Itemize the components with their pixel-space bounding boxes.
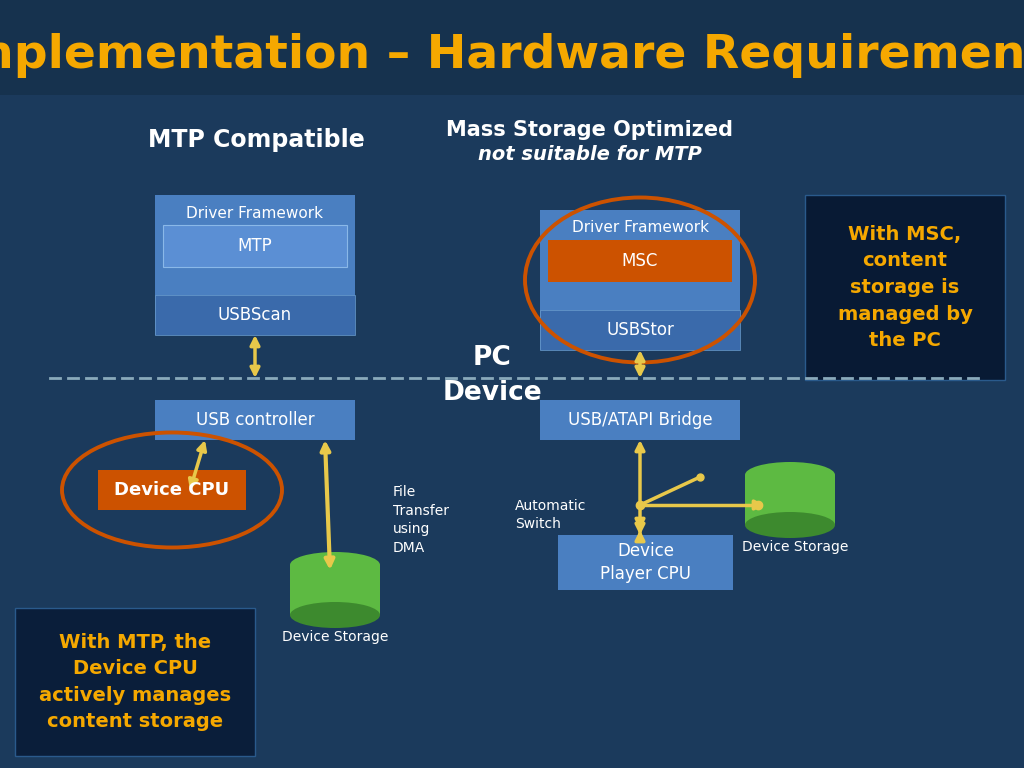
Text: With MSC,
content
storage is
managed by
the PC: With MSC, content storage is managed by … (838, 225, 973, 350)
Text: Implementation – Hardware Requirements: Implementation – Hardware Requirements (0, 32, 1024, 78)
Text: Device
Player CPU: Device Player CPU (600, 542, 691, 583)
Bar (805, 195, 1005, 380)
Bar (155, 195, 355, 335)
Bar (558, 535, 733, 590)
Ellipse shape (745, 512, 835, 538)
Text: With MTP, the
Device CPU
actively manages
content storage: With MTP, the Device CPU actively manage… (39, 633, 231, 731)
Ellipse shape (290, 552, 380, 578)
Text: Driver Framework: Driver Framework (571, 220, 709, 236)
Bar (548, 240, 732, 282)
Text: Device Storage: Device Storage (741, 540, 848, 554)
Ellipse shape (745, 462, 835, 488)
Text: File
Transfer
using
DMA: File Transfer using DMA (393, 485, 449, 554)
Text: MTP: MTP (238, 237, 272, 255)
Text: USB controller: USB controller (196, 411, 314, 429)
Text: USBScan: USBScan (218, 306, 292, 324)
Bar (155, 295, 355, 335)
Text: MSC: MSC (622, 252, 658, 270)
Bar (98, 470, 246, 510)
Text: Device: Device (442, 380, 542, 406)
Bar (0, 0, 1024, 95)
Bar (163, 225, 347, 267)
Text: PC: PC (473, 345, 511, 371)
Text: Driver Framework: Driver Framework (186, 206, 324, 220)
Text: MTP Compatible: MTP Compatible (147, 128, 365, 152)
Text: Automatic
Switch: Automatic Switch (515, 499, 587, 531)
Bar (540, 210, 740, 350)
Bar (290, 565, 380, 615)
Bar (15, 608, 255, 756)
Text: Device Storage: Device Storage (282, 630, 388, 644)
Bar (540, 310, 740, 350)
Ellipse shape (290, 602, 380, 628)
Bar (155, 400, 355, 440)
Text: USBStor: USBStor (606, 321, 674, 339)
Text: USB/ATAPI Bridge: USB/ATAPI Bridge (567, 411, 713, 429)
Text: Mass Storage Optimized: Mass Storage Optimized (446, 120, 733, 140)
Text: not suitable for MTP: not suitable for MTP (478, 145, 701, 164)
Text: Device CPU: Device CPU (115, 481, 229, 499)
Bar (540, 400, 740, 440)
Bar (745, 475, 835, 525)
